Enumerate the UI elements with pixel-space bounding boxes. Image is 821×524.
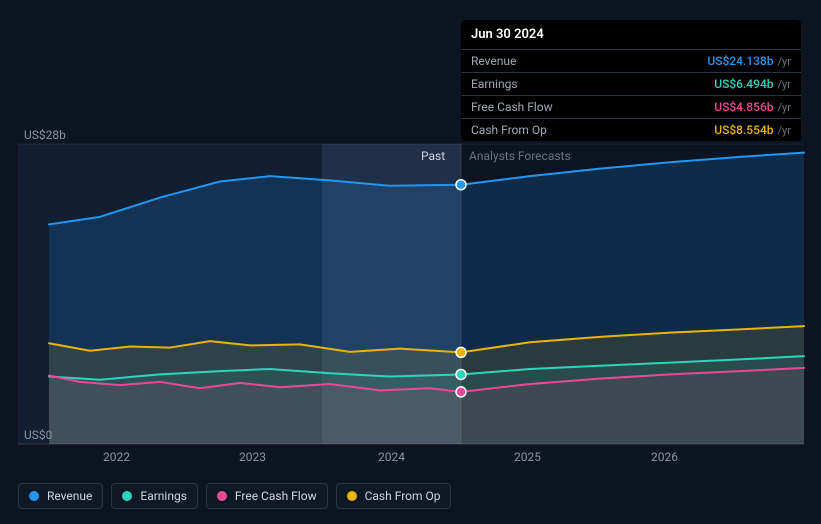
legend-item-label: Cash From Op <box>365 489 441 503</box>
tooltip-row-value: US$8.554b <box>714 123 773 137</box>
x-axis-label: 2022 <box>103 450 130 464</box>
tooltip-row-label: Free Cash Flow <box>471 100 553 114</box>
forecast-label: Analysts Forecasts <box>469 149 571 163</box>
chart-container: Past Analysts Forecasts US$28b US$0 2022 2… <box>0 0 821 524</box>
legend-item[interactable]: Revenue <box>18 483 103 509</box>
legend-dot-icon <box>29 491 39 501</box>
tooltip-row-value: US$24.138b <box>707 54 773 68</box>
legend-item-label: Free Cash Flow <box>235 489 317 503</box>
legend-item-label: Earnings <box>140 489 187 503</box>
tooltip-row-label: Cash From Op <box>471 123 547 137</box>
y-axis-label: US$0 <box>24 428 52 442</box>
legend: Revenue Earnings Free Cash Flow Cash From O… <box>18 483 451 509</box>
revenue-marker <box>456 180 466 190</box>
x-axis-label: 2024 <box>378 450 405 464</box>
legend-item-label: Revenue <box>47 489 92 503</box>
tooltip-row: Cash From Op US$8.554b/yr <box>461 119 801 141</box>
legend-item[interactable]: Cash From Op <box>336 483 452 509</box>
tooltip-row: Revenue US$24.138b/yr <box>461 50 801 73</box>
tooltip-row-unit: /yr <box>778 124 791 137</box>
tooltip-date: Jun 30 2024 <box>461 20 801 50</box>
cash_from_op-marker <box>456 347 466 357</box>
x-axis-label: 2025 <box>514 450 541 464</box>
tooltip-row-label: Revenue <box>471 54 516 68</box>
tooltip-row: Free Cash Flow US$4.856b/yr <box>461 96 801 119</box>
tooltip-row-label: Earnings <box>471 77 518 91</box>
x-axis-label: 2026 <box>651 450 678 464</box>
chart-tooltip: Jun 30 2024 RevenueUS$24.138b/yrEarnings… <box>461 20 801 141</box>
y-axis-label: US$28b <box>24 128 66 142</box>
legend-item[interactable]: Earnings <box>111 483 198 509</box>
x-axis-label: 2023 <box>239 450 266 464</box>
free_cash_flow-marker <box>456 387 466 397</box>
tooltip-row-unit: /yr <box>778 78 791 91</box>
tooltip-row-value: US$4.856b <box>714 100 773 114</box>
earnings-marker <box>456 369 466 379</box>
legend-dot-icon <box>217 491 227 501</box>
legend-dot-icon <box>122 491 132 501</box>
past-label: Past <box>421 149 445 163</box>
tooltip-row-unit: /yr <box>778 101 791 114</box>
tooltip-row-value: US$6.494b <box>714 77 773 91</box>
tooltip-row: Earnings US$6.494b/yr <box>461 73 801 96</box>
legend-dot-icon <box>347 491 357 501</box>
tooltip-row-unit: /yr <box>778 55 791 68</box>
legend-item[interactable]: Free Cash Flow <box>206 483 328 509</box>
